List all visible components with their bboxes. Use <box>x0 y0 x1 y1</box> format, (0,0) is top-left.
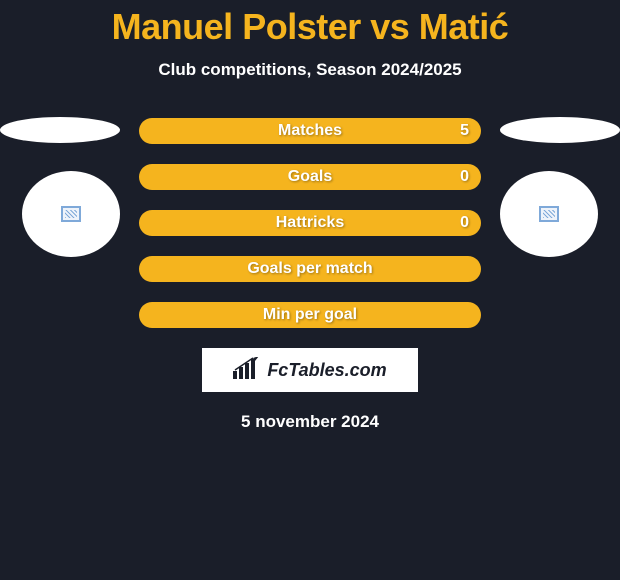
stats-area: Matches 5 Goals 0 Hattricks 0 Goals per … <box>0 118 620 328</box>
stat-right-value: 5 <box>460 122 469 140</box>
stat-rows: Matches 5 Goals 0 Hattricks 0 Goals per … <box>139 118 481 328</box>
player-left-avatar <box>22 171 120 257</box>
stat-label: Matches <box>278 122 342 140</box>
stat-right-value: 0 <box>460 214 469 232</box>
stat-label: Min per goal <box>263 306 357 324</box>
fctables-logo[interactable]: FcTables.com <box>202 348 418 392</box>
stat-row-goals-per-match: Goals per match <box>139 256 481 282</box>
stat-row-matches: Matches 5 <box>139 118 481 144</box>
player-left-ellipse <box>0 117 120 143</box>
stat-label: Goals per match <box>247 260 372 278</box>
bar-chart-icon <box>233 357 261 384</box>
date-label: 5 november 2024 <box>0 412 620 432</box>
logo-text: FcTables.com <box>267 360 386 381</box>
subtitle: Club competitions, Season 2024/2025 <box>0 60 620 80</box>
stat-row-goals: Goals 0 <box>139 164 481 190</box>
stat-row-min-per-goal: Min per goal <box>139 302 481 328</box>
stat-right-value: 0 <box>460 168 469 186</box>
player-right-avatar <box>500 171 598 257</box>
stat-row-hattricks: Hattricks 0 <box>139 210 481 236</box>
flag-icon <box>539 206 559 222</box>
player-right-ellipse <box>500 117 620 143</box>
stat-label: Goals <box>288 168 332 186</box>
stat-label: Hattricks <box>276 214 344 232</box>
page-title: Manuel Polster vs Matić <box>0 0 620 48</box>
flag-icon <box>61 206 81 222</box>
